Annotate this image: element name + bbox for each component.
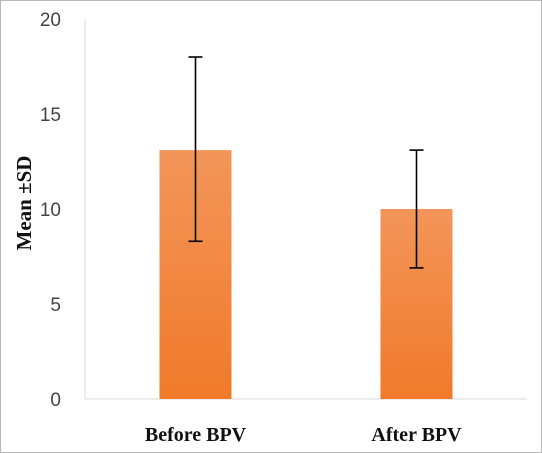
y-axis-ticks: 0 5 10 15 20 xyxy=(40,10,61,411)
error-bar xyxy=(409,149,424,269)
x-category-label: After BPV xyxy=(371,424,462,446)
y-tick-label: 10 xyxy=(40,200,61,221)
bars xyxy=(159,150,453,399)
error-bar xyxy=(188,56,203,243)
error-bars xyxy=(188,56,424,269)
x-category-label: Before BPV xyxy=(145,424,247,446)
y-tick-label: 20 xyxy=(40,10,61,31)
y-tick-label: 0 xyxy=(50,390,61,411)
y-axis-title: Mean ±SD xyxy=(12,156,36,251)
y-tick-label: 5 xyxy=(50,295,61,316)
category-labels: Before BPV After BPV xyxy=(145,424,462,446)
y-tick-label: 15 xyxy=(40,105,61,126)
